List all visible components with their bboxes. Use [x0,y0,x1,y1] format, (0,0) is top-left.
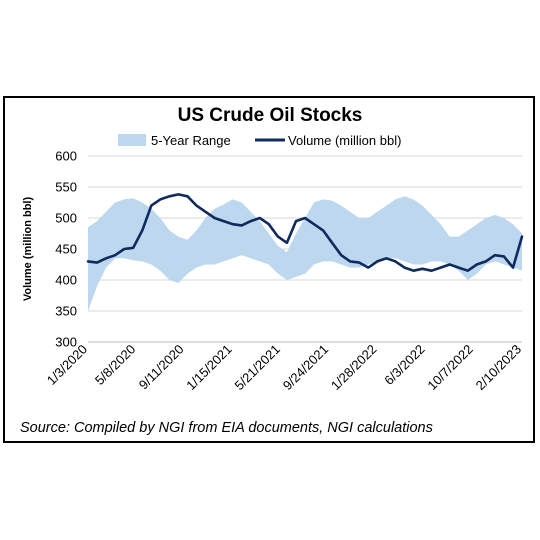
five-year-range-band [88,196,522,311]
x-tick-label: 9/24/2021 [280,342,332,394]
legend-label-volume: Volume (million bbl) [288,133,401,148]
y-tick-label: 550 [55,180,77,195]
y-tick-label: 400 [55,273,77,288]
legend-swatch-range [118,134,146,146]
y-tick-label: 450 [55,242,77,257]
y-tick-label: 500 [55,211,77,226]
y-tick-label: 350 [55,304,77,319]
x-tick-label: 9/11/2020 [136,342,187,393]
range-band-layer [88,196,522,311]
y-axis-label: Volume (million bbl) [22,197,34,302]
x-tick-label: 5/8/2020 [92,342,138,388]
volume-line-layer [86,193,524,273]
source-note: Source: Compiled by NGI from EIA documen… [20,420,433,436]
legend-label-range: 5-Year Range [151,133,231,148]
y-tick-label: 600 [55,149,77,164]
chart-title: US Crude Oil Stocks [177,105,363,126]
x-tick-label: 2/10/2023 [473,342,525,394]
volume-line [86,193,524,273]
y-tick-label: 300 [55,335,77,350]
x-tick-label: 1/28/2022 [328,342,380,394]
x-tick-label: 10/7/2022 [424,342,476,394]
x-tick-label: 5/21/2021 [232,342,284,394]
x-tick-label: 6/3/2022 [381,342,427,388]
legend-layer: 5-Year Range Volume (million bbl) [118,133,401,148]
x-tick-label: 1/15/2021 [183,342,235,394]
